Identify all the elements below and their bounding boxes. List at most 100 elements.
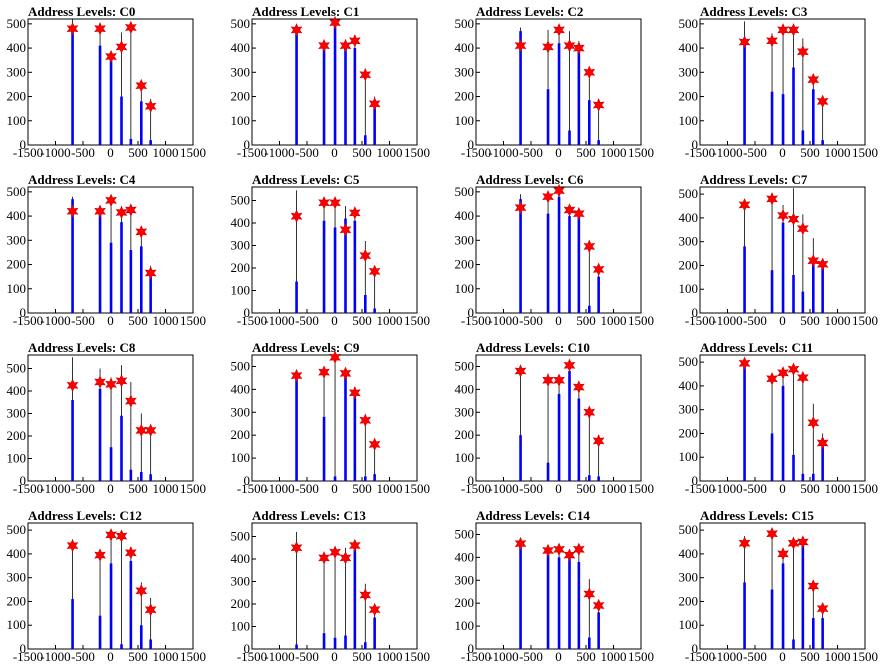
chart-title: Address Levels: C1	[252, 4, 360, 19]
peak-star-marker	[766, 526, 778, 541]
peak-star-marker	[339, 366, 352, 381]
peak-star-marker	[144, 99, 157, 113]
chart-title: Address Levels: C11	[700, 340, 814, 355]
x-tick-label: 1500	[180, 145, 206, 160]
chart-svg: 0 100 200 300 400 500 -1500-1000 -500 0 500 1000 15…	[679, 522, 879, 664]
peak-star-marker	[816, 94, 829, 109]
x-tick-label: 1500	[852, 481, 878, 496]
y-tick-label: 400	[679, 546, 699, 561]
peak-star-marker	[738, 35, 751, 49]
y-tick-label: 0	[692, 137, 699, 152]
peak-star-marker	[797, 370, 809, 385]
y-tick-label: 200	[231, 89, 251, 104]
level-bar	[821, 438, 824, 481]
x-tick-label: -500	[743, 145, 767, 160]
level-bar	[781, 385, 785, 481]
chart-svg: 0 100 200 300 400 500 -1500-1000 -500 0 500 1000 15…	[679, 186, 879, 328]
x-tick-label: 500	[352, 481, 372, 496]
x-tick-label: -1500	[237, 313, 267, 328]
y-tick-label: 100	[7, 281, 27, 296]
peak-star-marker	[125, 394, 137, 408]
level-bar	[98, 388, 102, 481]
y-tick-label: 400	[7, 208, 27, 223]
y-tick-label: 300	[231, 404, 251, 419]
y-tick-label: 200	[7, 89, 27, 104]
level-bar	[129, 250, 133, 313]
x-tick-label: 1000	[377, 649, 403, 664]
y-tick-label: 400	[231, 215, 251, 230]
x-tick-label: 1000	[153, 313, 179, 328]
x-tick-label: -1000	[488, 649, 518, 664]
level-bar	[364, 642, 367, 649]
level-bar	[295, 281, 298, 313]
peak-star-marker	[787, 362, 800, 377]
chart-svg: 0 100 200 300 400 500 -1500-1000 -500 0 500 1000 15…	[455, 184, 655, 328]
x-tick-label: 1500	[852, 649, 878, 664]
level-bar	[149, 639, 152, 649]
chart-svg: 0 100 200 300 400 500 -1500-1000 -500 0 500 1000 15…	[231, 16, 431, 160]
peak-star-marker	[573, 41, 585, 55]
y-tick-label: 100	[679, 113, 699, 128]
peak-star-marker	[592, 434, 605, 448]
x-tick-label: -1000	[40, 313, 70, 328]
chart-svg: 0 100 200 300 400 500 -1500-1000 -500 0 500 1000 15…	[455, 16, 655, 160]
level-bar	[109, 563, 113, 649]
y-tick-label: 200	[7, 593, 27, 608]
level-bar	[821, 265, 824, 313]
level-bar	[295, 644, 298, 649]
level-bar	[781, 563, 785, 649]
x-tick-label: 1000	[153, 145, 179, 160]
x-tick-label: 1500	[628, 313, 654, 328]
chart-title: Address Levels: C0	[28, 4, 136, 19]
level-bar	[770, 589, 774, 649]
x-tick-label: 1000	[825, 313, 851, 328]
level-bar	[353, 393, 357, 481]
level-bar	[770, 91, 774, 145]
level-bar	[98, 615, 102, 649]
peak-star-marker	[94, 204, 106, 218]
y-tick-label: 0	[20, 641, 27, 656]
peak-star-marker	[125, 545, 137, 560]
level-bar	[557, 557, 561, 649]
y-tick-label: 300	[679, 570, 699, 585]
peak-star-marker	[514, 364, 527, 378]
level-bar	[568, 130, 571, 145]
axes-frame	[251, 522, 418, 650]
level-bar	[353, 48, 357, 146]
y-tick-label: 0	[244, 641, 251, 656]
y-tick-label: 100	[7, 451, 27, 466]
y-tick-label: 0	[692, 641, 699, 656]
y-tick-label: 200	[455, 427, 475, 442]
peak-star-marker	[368, 437, 381, 452]
peak-star-marker	[105, 193, 117, 208]
peak-star-marker	[553, 542, 565, 557]
x-tick-label: -1000	[264, 481, 294, 496]
peak-star-marker	[329, 350, 341, 365]
y-tick-label: 400	[455, 40, 475, 55]
level-bar	[71, 599, 74, 649]
x-tick-label: -1500	[461, 649, 491, 664]
y-tick-label: 0	[468, 305, 475, 320]
y-tick-label: 400	[231, 40, 251, 55]
level-bar	[770, 433, 774, 481]
x-tick-label: 1000	[153, 481, 179, 496]
level-bar	[821, 618, 824, 649]
x-tick-label: 0	[779, 481, 786, 496]
x-tick-label: -500	[743, 481, 767, 496]
y-tick-label: 200	[679, 257, 699, 272]
y-tick-label: 300	[231, 64, 251, 79]
level-bar	[546, 213, 550, 313]
y-tick-label: 0	[20, 473, 27, 488]
y-tick-label: 500	[455, 358, 475, 373]
peak-star-marker	[766, 372, 778, 386]
peak-star-marker	[738, 536, 751, 550]
level-bar	[364, 295, 367, 313]
y-tick-label: 500	[7, 361, 27, 376]
peak-star-marker	[339, 551, 352, 565]
peak-star-marker	[290, 541, 303, 555]
x-tick-label: 0	[107, 145, 114, 160]
peak-star-marker	[339, 38, 352, 53]
chart-title: Address Levels: C5	[252, 172, 360, 187]
x-tick-label: -1000	[264, 313, 294, 328]
